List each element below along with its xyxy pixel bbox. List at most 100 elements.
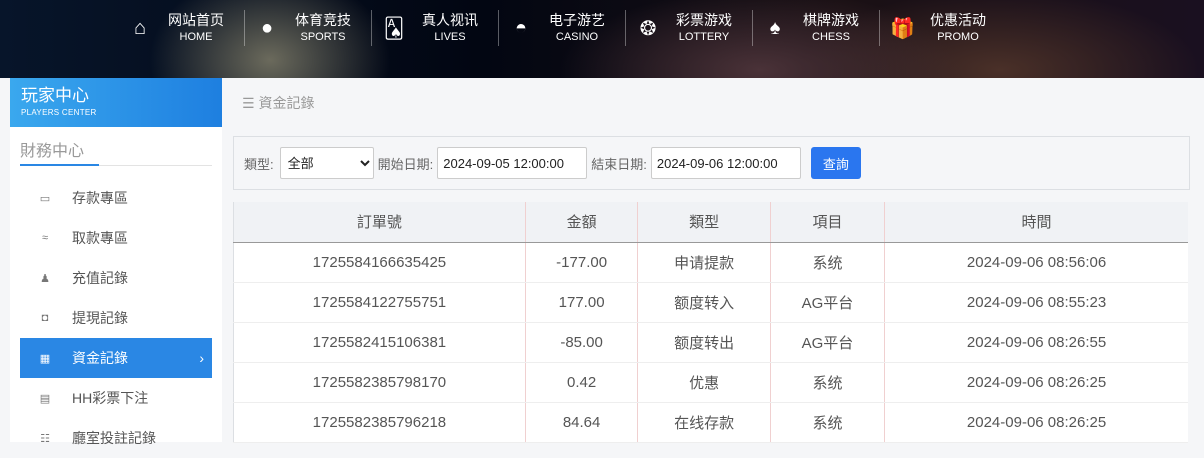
- table-cell: 1725584122755751: [233, 282, 526, 323]
- records-table: 訂單號 金額 類型 項目 時間 1725584166635425 -177.00 申请提款系…: [233, 202, 1188, 443]
- sidebar-item-label: 存款專區: [72, 190, 128, 206]
- table-cell: 系统: [769, 402, 885, 443]
- table-row: 1725582385796218 84.64 在线存款 系统 2024-09-06 08…: [233, 402, 1188, 443]
- column-header: 訂單號: [233, 202, 526, 243]
- sidebar-menu: ▭ 存款專區 ≈ 取款專區 ♟ 充值記錄 ◘ 提現記錄 ▦ 資金記錄 › ▤ HH彩票下注 ☷ 廳室投註記錄: [20, 178, 212, 458]
- sidebar-item[interactable]: ▦ 資金記錄 ›: [20, 338, 212, 378]
- table-cell: 1725582385796218: [233, 402, 526, 443]
- sidebar-item-label: 提現記錄: [72, 310, 128, 326]
- roulette-icon: ◓: [514, 16, 528, 39]
- column-header: 項目: [769, 202, 885, 243]
- table-cell: 2024-09-06 08:26:55: [884, 322, 1188, 363]
- nav-sublabel: PROMO: [937, 31, 979, 43]
- nav-sublabel: SPORTS: [300, 31, 346, 43]
- sidebar-item-label: 充值記錄: [72, 270, 128, 286]
- cards-icon: 🂡: [383, 17, 405, 40]
- table-cell: 2024-09-06 08:55:23: [884, 282, 1188, 323]
- table-cell: 系统: [769, 362, 885, 403]
- nav-item-promo[interactable]: 🎁 优惠活动 PROMO: [880, 10, 1006, 46]
- sidebar-item[interactable]: ◘ 提現記錄: [20, 298, 212, 338]
- spade-icon: ♠: [769, 16, 781, 39]
- nav-sublabel: CHESS: [812, 31, 850, 43]
- nav-sublabel: CASINO: [555, 31, 599, 43]
- table-row: 1725584122755751 177.00 额度转入 AG平台 2024-09-06…: [233, 282, 1188, 323]
- table-cell: 额度转出: [637, 322, 771, 363]
- table-cell: -85.00: [524, 322, 638, 363]
- sidebar-item[interactable]: ☷ 廳室投註記錄: [20, 418, 212, 458]
- sidebar-title: 玩家中心: [21, 86, 89, 105]
- nav-item-lives[interactable]: 🂡 真人视讯 LIVES: [372, 10, 499, 46]
- chevron-right-icon: ›: [199, 350, 204, 366]
- start-date-input[interactable]: [437, 147, 588, 179]
- table-cell: 额度转入: [637, 282, 771, 323]
- sidebar-item-label: 取款專區: [72, 230, 128, 246]
- nav-item-sports[interactable]: ● 体育竞技 SPORTS: [245, 10, 372, 46]
- money-icon: ▦: [39, 352, 51, 365]
- sidebar-item[interactable]: ♟ 充值記錄: [20, 258, 212, 298]
- table-cell: AG平台: [769, 322, 885, 363]
- section-title: 財務中心: [20, 137, 212, 166]
- sidebar-item[interactable]: ▭ 存款專區: [20, 178, 212, 218]
- table-cell: 1725582415106381: [233, 322, 526, 363]
- nav-sublabel: LIVES: [434, 31, 466, 43]
- gift-icon: 🎁: [890, 17, 915, 40]
- main-nav: ⌂ 网站首页 HOME ● 体育竞技 SPORTS 🂡 真人视讯 LIVES ◓ 电子游艺 CASIN…: [118, 10, 1006, 46]
- table-cell: -177.00: [524, 242, 638, 283]
- nav-item-lottery[interactable]: ❂ 彩票游戏 LOTTERY: [626, 10, 753, 46]
- hand-cash-icon: ≈: [41, 232, 49, 244]
- type-label: 類型:: [244, 156, 274, 172]
- nav-label: 棋牌游戏: [803, 12, 859, 28]
- ball-icon: ●: [260, 16, 274, 39]
- table-cell: 申请提款: [637, 242, 771, 283]
- nav-label: 网站首页: [168, 12, 224, 28]
- nav-item-casino[interactable]: ◓ 电子游艺 CASINO: [499, 10, 626, 46]
- table-cell: 1725582385798170: [233, 362, 526, 403]
- end-date-input[interactable]: [650, 147, 801, 179]
- nav-label: 优惠活动: [930, 12, 986, 28]
- end-date-label: 結束日期:: [591, 156, 647, 172]
- nav-label: 彩票游戏: [676, 12, 732, 28]
- type-select[interactable]: 全部: [279, 147, 374, 179]
- table-cell: 优惠: [637, 362, 771, 403]
- column-header: 時間: [884, 202, 1188, 243]
- nav-sublabel: LOTTERY: [678, 31, 730, 43]
- table-row: 1725584166635425 -177.00 申请提款 系统 2024-09-06 …: [233, 242, 1188, 283]
- sidebar-item-label: 資金記錄: [72, 350, 128, 366]
- wallet-icon: ◘: [41, 312, 49, 324]
- sidebar: 玩家中心 PLAYERS CENTER 財務中心 ▭ 存款專區 ≈ 取款專區 ♟ 充值記錄…: [10, 78, 222, 446]
- table-cell: 1725584166635425: [233, 242, 526, 283]
- nav-label: 真人视讯: [422, 12, 478, 28]
- sidebar-item[interactable]: ≈ 取款專區: [20, 218, 212, 258]
- column-header: 金額: [524, 202, 638, 243]
- table-cell: 2024-09-06 08:26:25: [884, 402, 1188, 443]
- start-date-label: 開始日期:: [377, 156, 434, 172]
- column-header: 類型: [637, 202, 771, 243]
- sidebar-header: 玩家中心 PLAYERS CENTER: [10, 78, 222, 127]
- table-cell: 84.64: [524, 402, 638, 443]
- nav-item-chess[interactable]: ♠ 棋牌游戏 CHESS: [753, 10, 880, 46]
- card-icon: ▭: [39, 192, 51, 205]
- sidebar-item-label: 廳室投註記錄: [72, 430, 156, 446]
- nav-label: 体育竞技: [295, 12, 351, 28]
- list-icon: ▤: [39, 392, 51, 405]
- nav-label: 电子游艺: [549, 12, 605, 28]
- breadcrumb: ☰ 資金記錄: [242, 93, 314, 113]
- query-button[interactable]: 查詢: [810, 147, 861, 179]
- table-cell: AG平台: [769, 282, 885, 323]
- menu-icon: ☰: [242, 95, 255, 111]
- table-cell: 2024-09-06 08:26:25: [884, 362, 1188, 403]
- lottery-balls-icon: ❂: [639, 17, 657, 40]
- filter-bar: 類型: 全部 開始日期: 結束日期: 查詢: [233, 136, 1190, 190]
- sidebar-item[interactable]: ▤ HH彩票下注: [20, 378, 212, 418]
- nav-item-home[interactable]: ⌂ 网站首页 HOME: [118, 10, 245, 46]
- table-row: 1725582385798170 0.42 优惠 系统 2024-09-06 08:26…: [233, 362, 1188, 403]
- home-icon: ⌂: [133, 16, 147, 39]
- sidebar-subtitle: PLAYERS CENTER: [21, 108, 97, 117]
- nav-sublabel: HOME: [179, 31, 213, 43]
- table-cell: 0.42: [524, 362, 638, 403]
- breadcrumb-label: 資金記錄: [258, 95, 315, 111]
- table-cell: 在线存款: [637, 402, 771, 443]
- money-bag-icon: ♟: [40, 272, 50, 285]
- table-cell: 系统: [769, 242, 885, 283]
- table-cell: 2024-09-06 08:56:06: [884, 242, 1188, 283]
